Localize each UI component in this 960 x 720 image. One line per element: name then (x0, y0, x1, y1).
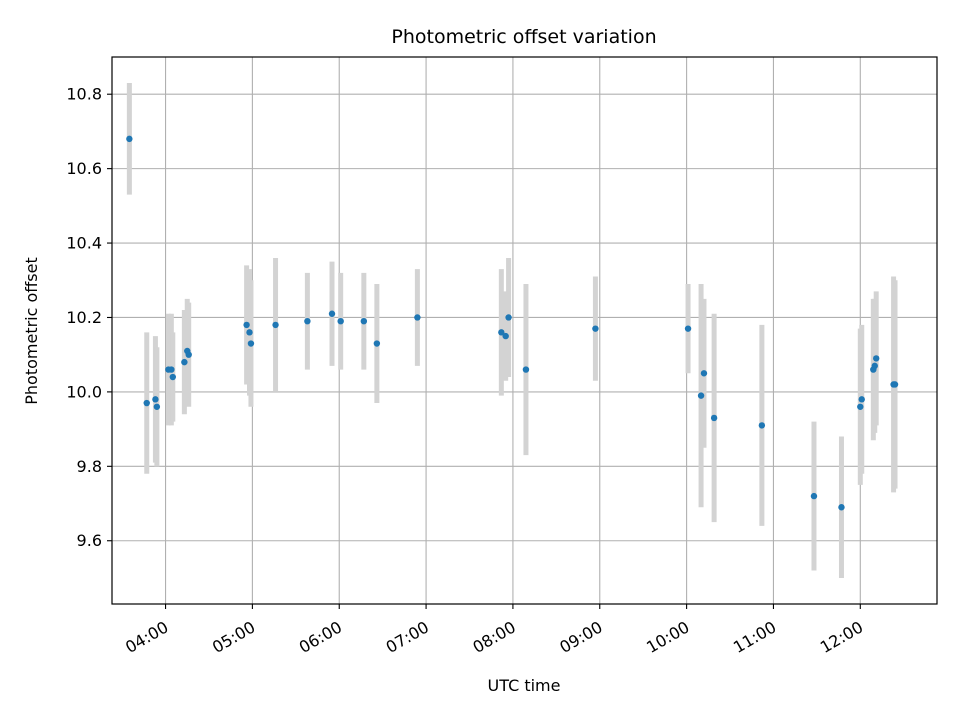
data-point (247, 340, 255, 347)
data-point (592, 325, 599, 332)
data-point (414, 314, 421, 321)
data-point (373, 340, 381, 347)
data-point (360, 317, 368, 325)
data-point (891, 381, 899, 388)
y-tick-label: 10.0 (66, 382, 102, 401)
data-point (168, 366, 175, 373)
data-point (152, 396, 159, 403)
data-point (857, 403, 864, 410)
data-point (505, 314, 512, 321)
data-point (498, 329, 505, 336)
data-point (337, 317, 344, 325)
data-point (700, 370, 708, 377)
data-point (838, 504, 845, 511)
data-point (684, 325, 692, 332)
chart-title: Photometric offset variation (391, 26, 656, 48)
data-point (126, 135, 133, 143)
data-point (181, 358, 188, 366)
data-point (153, 403, 161, 410)
y-tick-label: 10.6 (66, 159, 102, 178)
data-point (272, 321, 279, 329)
data-point (871, 362, 878, 370)
data-point (810, 492, 818, 500)
data-points (126, 135, 899, 511)
y-tick-label: 10.2 (66, 308, 102, 327)
data-point (169, 373, 176, 381)
y-axis-title: Photometric offset (22, 257, 41, 405)
y-tick-label: 9.6 (77, 531, 102, 550)
data-point (243, 321, 250, 329)
plot-frame (111, 56, 938, 605)
data-point (873, 355, 880, 362)
y-tick-label: 9.8 (77, 457, 102, 476)
data-point (697, 392, 705, 399)
data-point (522, 366, 530, 373)
x-axis-title: UTC time (488, 676, 561, 695)
data-point (304, 317, 311, 325)
y-tick-label: 10.4 (66, 234, 102, 253)
y-axis-ticks: 9.6 9.8 10.0 10.2 10.4 10.6 10.8 (66, 85, 112, 550)
data-point (246, 329, 253, 336)
y-tick-label: 10.8 (66, 85, 102, 104)
data-point (710, 414, 718, 422)
data-point (185, 351, 192, 358)
data-point (758, 422, 766, 429)
data-point (502, 332, 509, 340)
data-point (143, 399, 150, 407)
data-point (328, 310, 336, 317)
data-point (858, 396, 865, 403)
